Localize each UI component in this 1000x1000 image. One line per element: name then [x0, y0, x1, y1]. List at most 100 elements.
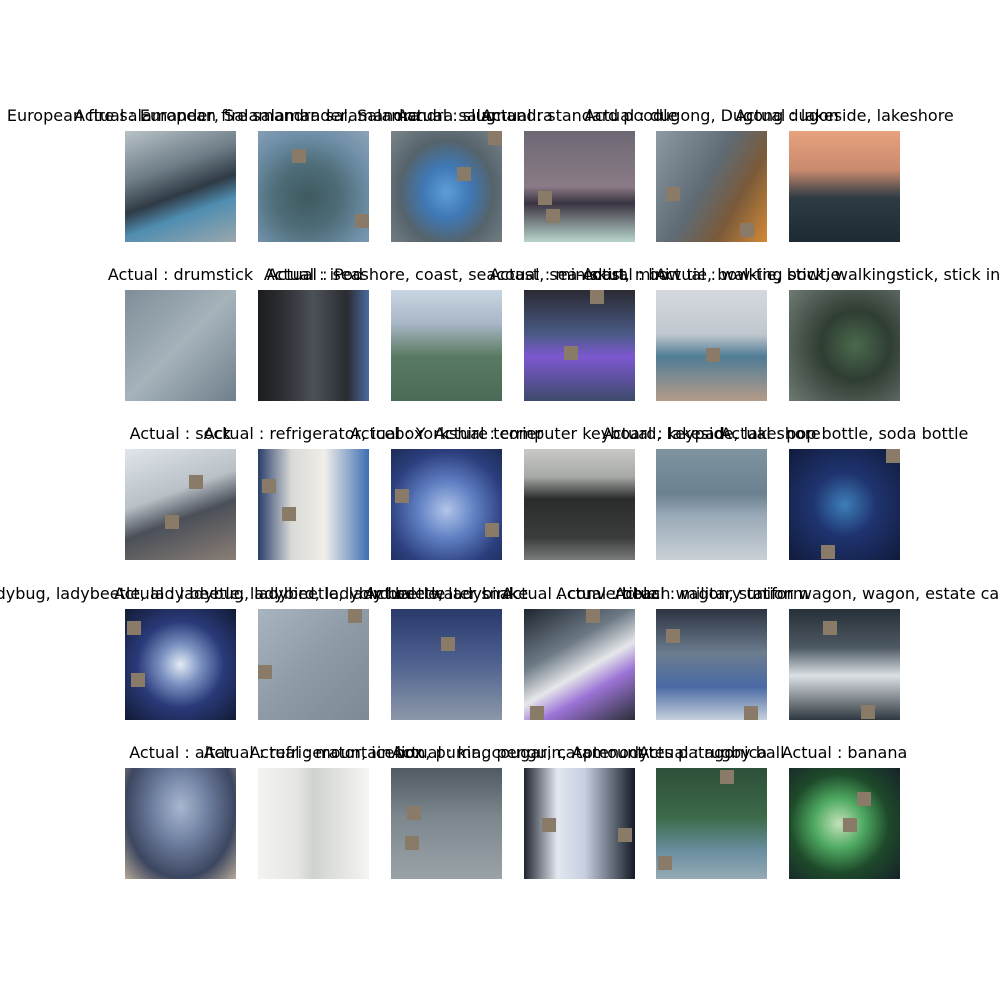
- image-panel: Actual : seashore, coast, seacoast, sea-…: [391, 290, 502, 401]
- image-panel: Actual : standard poodle: [524, 131, 635, 242]
- image-panel: Actual : slug: [391, 131, 502, 242]
- image-panel: Actual : Yorkshire terrier: [391, 449, 502, 560]
- occlusion-patch: [538, 191, 552, 205]
- panel-image: [258, 768, 369, 879]
- panel-image: [789, 449, 900, 560]
- occlusion-patch: [355, 214, 369, 228]
- panel-image: [656, 768, 767, 879]
- image-panel: Actual : banana: [789, 768, 900, 879]
- occlusion-patch: [658, 856, 672, 870]
- occlusion-patch: [262, 479, 276, 493]
- panel-image: [524, 609, 635, 720]
- occlusion-patch: [857, 792, 871, 806]
- panel-image: [656, 609, 767, 720]
- panel-image: [789, 609, 900, 720]
- image-panel: Actual : king penguin, Aptenodytes patag…: [524, 768, 635, 879]
- image-panel: Actual : beach wagon, station wagon, wag…: [789, 609, 900, 720]
- image-panel: Actual : altar: [125, 768, 236, 879]
- occlusion-patch: [292, 149, 306, 163]
- image-panel: Actual : dugong, Dugong dugon: [656, 131, 767, 242]
- image-panel: Actual : computer keyboard, keypad: [524, 449, 635, 560]
- occlusion-patch: [564, 346, 578, 360]
- panel-image: [656, 131, 767, 242]
- panel-caption: Actual : rugby ball: [638, 744, 784, 762]
- occlusion-patch: [127, 621, 141, 635]
- occlusion-patch: [823, 621, 837, 635]
- occlusion-patch: [740, 223, 754, 237]
- occlusion-patch: [165, 515, 179, 529]
- panel-image: [524, 290, 635, 401]
- image-panel: Actual : lakeside, lakeshore: [656, 449, 767, 560]
- image-panel: Actual : sock: [125, 449, 236, 560]
- occlusion-patch: [861, 705, 875, 719]
- image-panel: Actual : European fire salamander, Salam…: [258, 131, 369, 242]
- occlusion-patch: [886, 449, 900, 463]
- occlusion-patch: [348, 609, 362, 623]
- occlusion-patch: [744, 706, 758, 720]
- panel-image: [524, 449, 635, 560]
- image-panel: Actual : mountain lion, puma, cougar, ca…: [391, 768, 502, 879]
- image-panel: Actual : lakeside, lakeshore: [789, 131, 900, 242]
- panel-caption: Actual : walking stick, walkingstick, st…: [655, 266, 1000, 284]
- panel-image: [789, 131, 900, 242]
- image-panel: Actual : water snake: [391, 609, 502, 720]
- occlusion-patch: [395, 489, 409, 503]
- panel-caption: Actual : banana: [782, 744, 908, 762]
- image-panel: Actual : ladybug, ladybeetle, lady beetl…: [258, 609, 369, 720]
- occlusion-patch: [821, 545, 835, 559]
- image-panel: Actual : military uniform: [656, 609, 767, 720]
- image-panel: Actual : rugby ball: [656, 768, 767, 879]
- occlusion-patch: [706, 348, 720, 362]
- image-panel: Actual : bow tie, bow-tie, bowtie: [656, 290, 767, 401]
- image-panel: Actual : miniskirt, mini: [524, 290, 635, 401]
- occlusion-patch: [530, 706, 544, 720]
- occlusion-patch: [485, 523, 499, 537]
- occlusion-patch: [546, 209, 560, 223]
- occlusion-patch: [189, 475, 203, 489]
- image-panel: Actual : convertible: [524, 609, 635, 720]
- panel-image: [391, 449, 502, 560]
- panel-image: [125, 609, 236, 720]
- image-panel: Actual : refrigerator, icebox: [258, 449, 369, 560]
- panel-image: [125, 768, 236, 879]
- panel-image: [258, 449, 369, 560]
- panel-caption: Actual : beach wagon, station wagon, wag…: [556, 585, 1000, 603]
- occlusion-patch: [282, 507, 296, 521]
- occlusion-patch: [131, 673, 145, 687]
- occlusion-patch: [542, 818, 556, 832]
- panel-image: [391, 609, 502, 720]
- occlusion-patch: [405, 836, 419, 850]
- image-panel: Actual : walking stick, walkingstick, st…: [789, 290, 900, 401]
- panel-image: [125, 131, 236, 242]
- occlusion-patch: [666, 629, 680, 643]
- panel-image: [391, 131, 502, 242]
- occlusion-patch: [488, 131, 502, 145]
- panel-image: [391, 768, 502, 879]
- image-panel: Actual : European fire salamander, Salam…: [125, 131, 236, 242]
- panel-image: [789, 290, 900, 401]
- panel-image: [656, 449, 767, 560]
- panel-image: [258, 290, 369, 401]
- panel-image: [125, 290, 236, 401]
- panel-caption: Actual : lakeside, lakeshore: [735, 107, 954, 125]
- occlusion-patch: [666, 187, 680, 201]
- image-panel: Actual : refrigerator, icebox: [258, 768, 369, 879]
- panel-image: [391, 290, 502, 401]
- occlusion-patch: [618, 828, 632, 842]
- panel-image: [656, 290, 767, 401]
- panel-caption: Actual : drumstick: [108, 266, 253, 284]
- panel-image: [789, 768, 900, 879]
- image-panel: Actual : drumstick: [125, 290, 236, 401]
- occlusion-patch: [457, 167, 471, 181]
- occlusion-patch: [441, 637, 455, 651]
- panel-image: [524, 768, 635, 879]
- occlusion-patch: [258, 665, 272, 679]
- panel-caption: Actual : pop bottle, soda bottle: [721, 425, 969, 443]
- panel-image: [524, 131, 635, 242]
- occlusion-patch: [843, 818, 857, 832]
- image-panel: Actual : pop bottle, soda bottle: [789, 449, 900, 560]
- occlusion-patch: [720, 770, 734, 784]
- panel-image: [125, 449, 236, 560]
- occlusion-patch: [590, 290, 604, 304]
